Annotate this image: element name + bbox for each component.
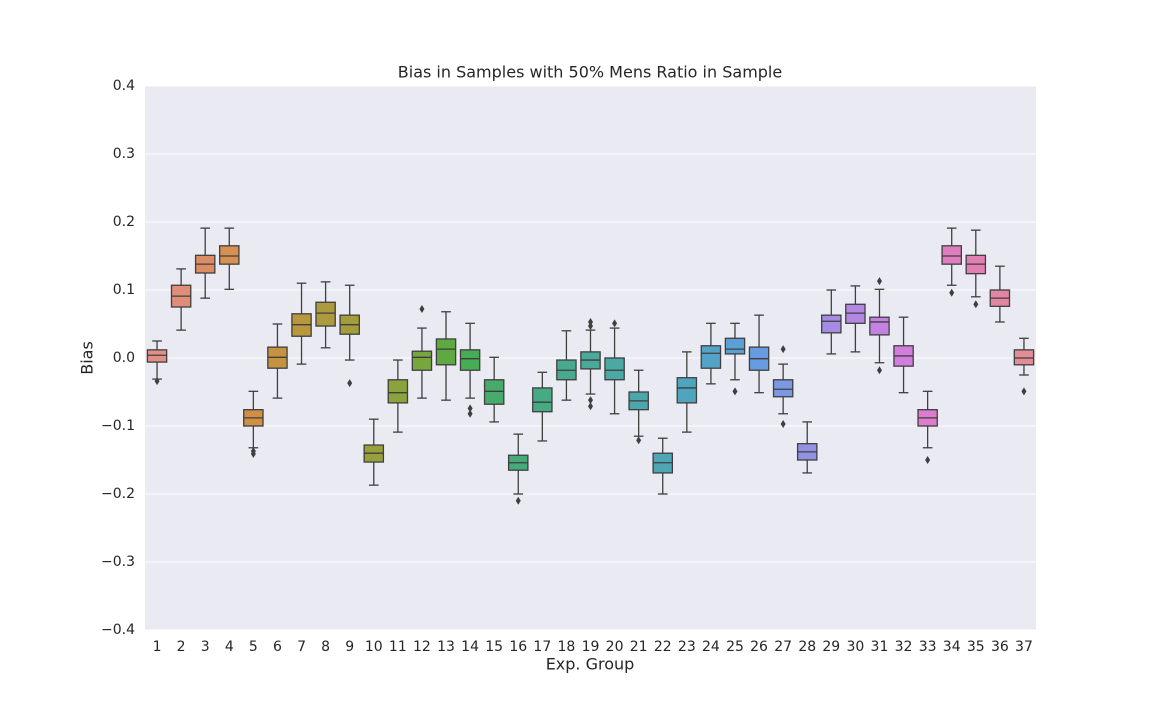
x-tick-label: 4 [225,639,234,655]
box [1013,349,1035,366]
x-tick-label: 28 [798,639,816,655]
box [219,245,240,265]
x-tick-label: 35 [967,639,985,655]
y-tick-label: 0.3 [113,146,135,162]
x-tick-label: 8 [321,639,330,655]
flier [876,366,882,375]
box [724,337,746,355]
y-axis-label: Bias [78,341,97,375]
flier [467,404,473,413]
box [459,349,481,371]
x-tick-label: 10 [365,639,383,655]
box [700,345,722,369]
flier [154,377,160,386]
flier [588,322,593,331]
y-tick-label: −0.3 [101,554,135,570]
x-tick-label: 17 [533,639,551,655]
x-tick-label: 37 [1015,639,1033,655]
y-tick-label: 0.0 [113,350,135,366]
x-tick-label: 7 [297,639,306,655]
flier [732,387,738,396]
x-tick-label: 26 [750,639,768,655]
box [676,377,698,404]
chart-title: Bias in Samples with 50% Mens Ratio in S… [398,63,782,82]
x-tick-label: 22 [654,639,672,655]
x-tick-label: 25 [726,639,744,655]
box [411,350,433,371]
x-tick-label: 18 [558,639,576,655]
flier [612,319,618,328]
box [315,301,336,327]
flier [347,379,353,388]
flier [588,396,593,405]
x-tick-label: 11 [389,639,407,655]
box [604,357,625,381]
flier [876,277,882,286]
x-tick-label: 24 [702,639,720,655]
flier [515,496,521,505]
box [821,314,842,334]
x-tick-label: 29 [822,639,840,655]
box [845,303,866,324]
box [483,379,505,405]
x-tick-label: 16 [509,639,527,655]
y-tick-label: 0.4 [113,78,135,94]
box [146,349,168,363]
y-tick-label: −0.1 [101,418,135,434]
flier [780,419,786,428]
x-tick-label: 27 [774,639,792,655]
x-tick-label: 30 [846,639,864,655]
y-tick-label: 0.2 [113,214,135,230]
x-tick-label: 2 [177,639,186,655]
flier [467,409,473,418]
y-tick-label: −0.2 [101,486,135,502]
flier [925,456,931,464]
x-tick-label: 9 [345,639,354,655]
flier [949,288,955,297]
x-tick-label: 21 [630,639,648,655]
flier [780,345,786,354]
x-axis-label: Exp. Group [546,655,635,674]
x-tick-label: 32 [895,639,913,655]
flier [588,402,593,411]
x-tick-label: 14 [461,639,479,655]
x-tick-label: 19 [582,639,600,655]
box [941,245,962,265]
x-tick-label: 5 [249,639,258,655]
x-tick-label: 36 [991,639,1009,655]
x-tick-label: 12 [413,639,431,655]
x-tick-label: 34 [943,639,961,655]
x-tick-label: 6 [273,639,282,655]
x-tick-label: 1 [153,639,162,655]
x-tick-label: 15 [485,639,503,655]
x-tick-label: 13 [437,639,455,655]
box [532,387,553,413]
flier [250,449,256,458]
flier [636,436,642,445]
box [772,379,794,398]
x-tick-label: 33 [919,639,937,655]
x-tick-label: 20 [606,639,624,655]
x-tick-label: 23 [678,639,696,655]
box [869,316,890,336]
flier [419,305,425,314]
flier [1021,387,1027,396]
y-tick-label: −0.4 [101,622,135,638]
flier [588,317,593,326]
flier [973,300,979,309]
x-tick-label: 31 [871,639,889,655]
x-tick-label: 3 [201,639,210,655]
y-tick-label: 0.1 [113,282,135,298]
box [387,379,409,404]
box [435,338,457,366]
